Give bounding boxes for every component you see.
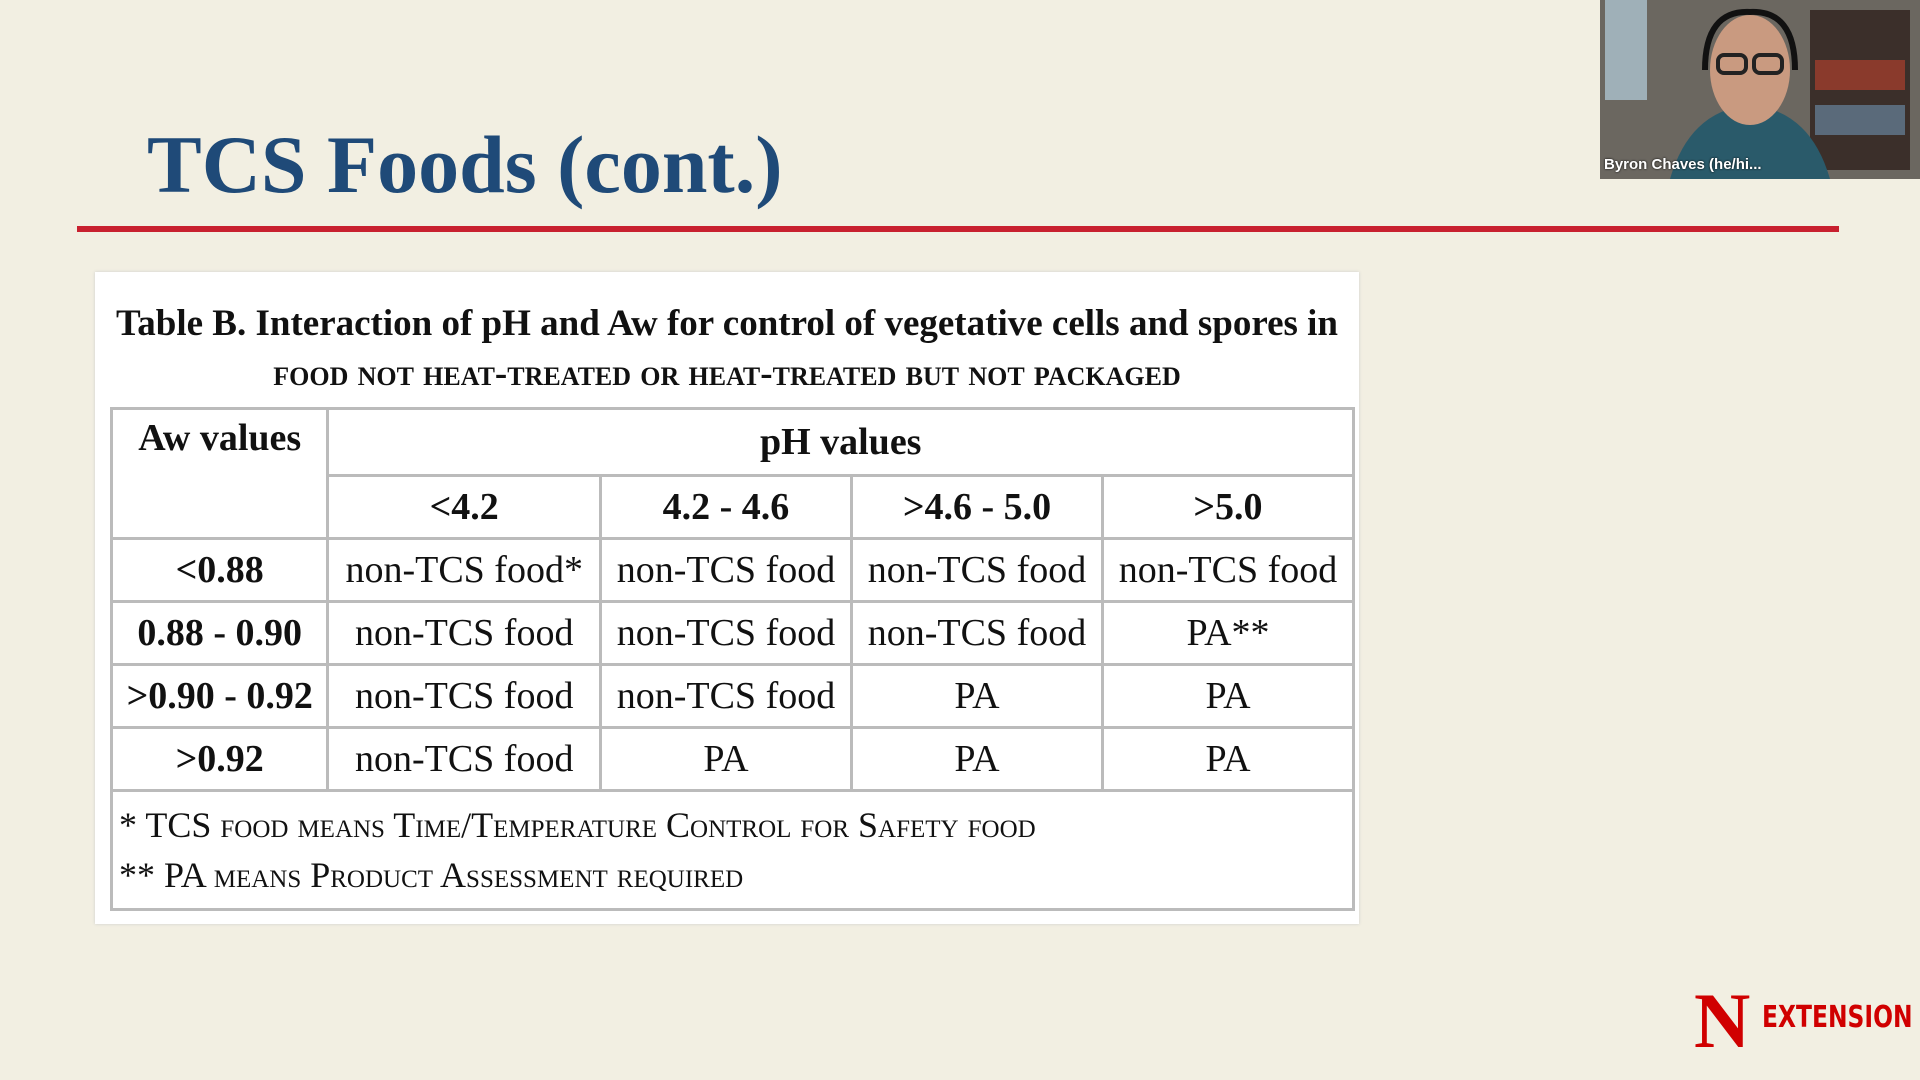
row-label: >0.90 - 0.92 (109, 663, 330, 729)
column-header: <4.2 (326, 474, 602, 540)
data-table: Aw values pH values <4.2 4.2 - 4.6 >4.6 - 5.… (109, 407, 1356, 911)
table-cell: PA** (1100, 600, 1356, 666)
column-header: 4.2 - 4.6 (598, 474, 853, 540)
title-rule (77, 226, 1839, 232)
table-row: 0.88 - 0.90 non-TCS food non-TCS food non-T… (109, 600, 1356, 666)
table-cell: PA (1100, 663, 1356, 729)
logo-letter: N (1694, 977, 1751, 1064)
footnote-row: * TCS food means Time/Temperature Contro… (110, 789, 1355, 911)
table-row: >0.92 non-TCS food PA PA PA (109, 726, 1356, 792)
table-cell: PA (598, 726, 853, 792)
table-cell: PA (849, 663, 1104, 729)
table-cell: non-TCS food (598, 663, 853, 729)
footnote: * TCS food means Time/Temperature Contro… (119, 805, 1036, 845)
table-cell: non-TCS food (598, 600, 853, 666)
table-cell: non-TCS food* (326, 537, 602, 603)
table-panel: Table B. Interaction of pH and Aw for co… (95, 272, 1359, 924)
table-row: >0.90 - 0.92 non-TCS food non-TCS food PA PA (109, 663, 1356, 729)
table-caption: Table B. Interaction of pH and Aw for co… (115, 303, 1339, 344)
column-header: >4.6 - 5.0 (849, 474, 1104, 540)
header-row: Aw values pH values (109, 407, 1355, 540)
table-cell: PA (1100, 726, 1356, 792)
table-cell: non-TCS food (1100, 537, 1356, 603)
footnote: ** PA means Product Assessment required (119, 855, 744, 895)
table-cell: non-TCS food (849, 537, 1104, 603)
column-header: >5.0 (1100, 474, 1356, 540)
table-cell: non-TCS food (326, 663, 602, 729)
row-label: >0.92 (109, 726, 330, 792)
header-row: <4.2 4.2 - 4.6 >4.6 - 5.0 >5.0 (112, 474, 1356, 540)
table-caption: food not heat-treated or heat-treated bu… (273, 353, 1181, 394)
row-header: Aw values (109, 407, 330, 540)
table-cell: PA (849, 726, 1104, 792)
participant-name: Byron Chaves (he/hi... (1604, 156, 1762, 173)
table-cell: non-TCS food (598, 537, 853, 603)
footnotes: * TCS food means Time/Temperature Contro… (110, 789, 1355, 911)
column-group-header: pH values (326, 407, 1355, 477)
video-feed (1600, 0, 1920, 179)
table-cell: non-TCS food (849, 600, 1104, 666)
table-cell: non-TCS food (326, 726, 602, 792)
logo-text: EXTENSION (1762, 1000, 1913, 1035)
table-row: <0.88 non-TCS food* non-TCS food non-TCS fo… (109, 537, 1356, 603)
video-tile: Byron Chaves (he/hi... (1600, 0, 1920, 179)
table-cell: non-TCS food (326, 600, 602, 666)
slide-title: TCS Foods (cont.) (147, 119, 783, 210)
row-label: 0.88 - 0.90 (109, 600, 330, 666)
row-label: <0.88 (109, 537, 330, 603)
